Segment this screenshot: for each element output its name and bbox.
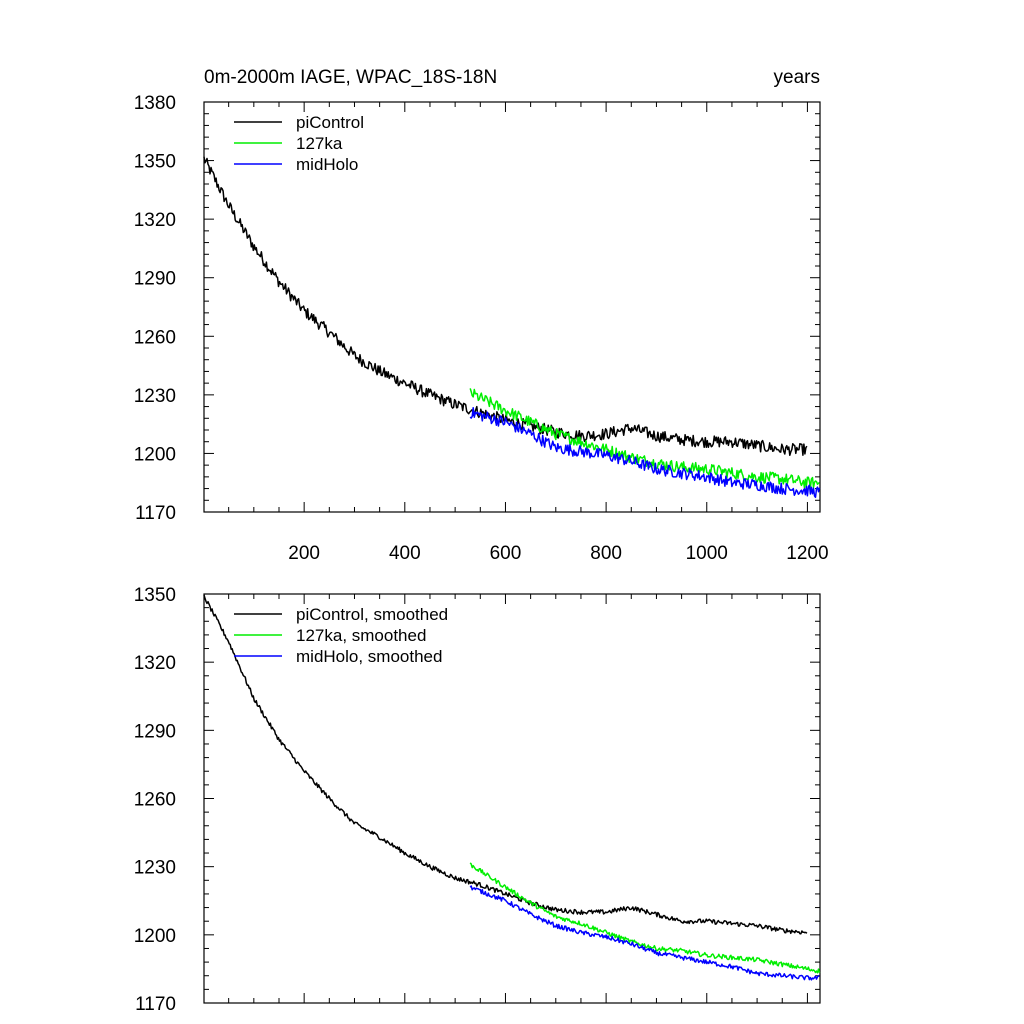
plot-frame	[203, 101, 821, 513]
legend-label: piControl	[296, 113, 364, 132]
x-tick-label: 1000	[686, 543, 728, 564]
legend-label: midHolo, smoothed	[296, 647, 442, 666]
y-tick-label: 1200	[134, 926, 176, 947]
y-tick-label: 1230	[134, 858, 176, 879]
y-tick-label: 1290	[134, 721, 176, 742]
series-line	[203, 594, 808, 935]
series-line	[469, 862, 821, 974]
y-tick-label: 1380	[134, 93, 176, 114]
y-tick-label: 1170	[135, 503, 176, 524]
x-tick-label: 600	[490, 543, 522, 564]
legend-label: 127ka	[296, 134, 343, 153]
legend-label: piControl, smoothed	[296, 605, 448, 624]
x-tick-label: 400	[389, 543, 421, 564]
y-tick-label: 1260	[134, 790, 176, 811]
legend-label: midHolo	[296, 155, 358, 174]
y-tick-label: 1290	[134, 269, 176, 290]
legend-label: 127ka, smoothed	[296, 626, 426, 645]
y-tick-label: 1350	[134, 585, 176, 606]
y-tick-label: 1320	[134, 653, 176, 674]
y-tick-label: 1200	[134, 444, 176, 465]
y-tick-label: 1170	[135, 994, 176, 1015]
chart-title: 0m-2000m IAGE, WPAC_18S-18N	[204, 67, 497, 88]
top-panel: 0m-2000m IAGE, WPAC_18S-18N years 1170 12…	[134, 67, 829, 564]
units-label: years	[774, 67, 820, 88]
series-line	[469, 885, 820, 981]
x-tick-label: 200	[288, 543, 320, 564]
y-tick-label: 1230	[134, 386, 176, 407]
y-tick-label: 1260	[134, 327, 176, 348]
x-tick-label: 800	[590, 543, 622, 564]
y-tick-label: 1320	[134, 210, 176, 231]
x-tick-label: 1200	[786, 543, 828, 564]
y-tick-label: 1350	[134, 152, 176, 173]
series-line	[469, 388, 820, 489]
bottom-panel: 1170 1200 1230 1260 1290 1320 1350 piControl, s…	[134, 585, 821, 1015]
series-line	[469, 406, 821, 499]
